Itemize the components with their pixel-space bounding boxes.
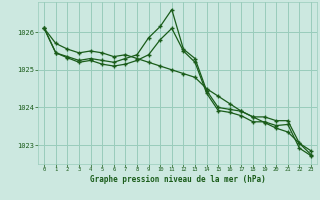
X-axis label: Graphe pression niveau de la mer (hPa): Graphe pression niveau de la mer (hPa) — [90, 175, 266, 184]
